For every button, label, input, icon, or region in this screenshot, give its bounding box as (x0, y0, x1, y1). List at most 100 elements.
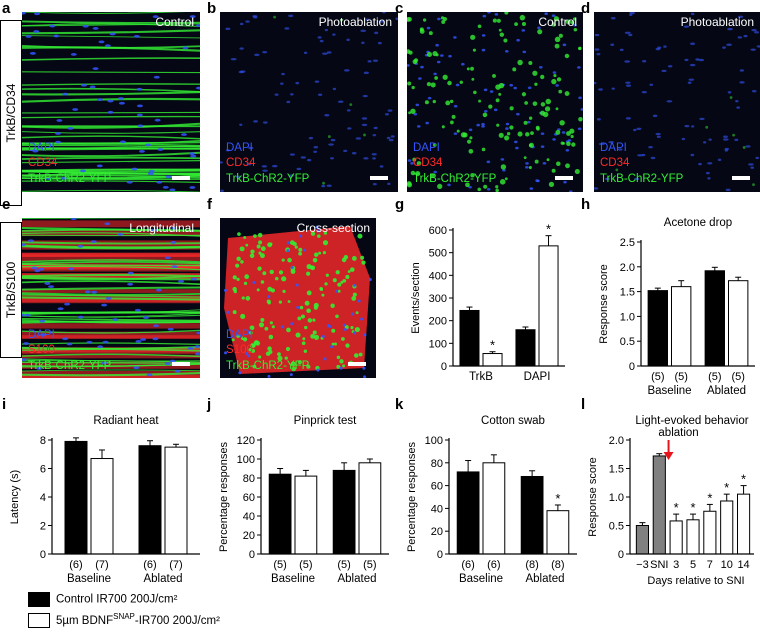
nucleus (360, 29, 367, 33)
nucleus (22, 12, 26, 15)
panel-letter-i: i (2, 396, 7, 413)
nucleus (136, 113, 143, 117)
axon-dot (312, 318, 316, 322)
panel-letter-d: d (581, 0, 591, 17)
nucleus (365, 18, 370, 21)
fiber-green (22, 358, 200, 362)
axon-dot (466, 139, 472, 144)
axon-dot (542, 111, 549, 118)
axon-dot (260, 317, 265, 322)
axon-dot (306, 290, 312, 296)
axon-dot (426, 51, 433, 57)
axon-dot (571, 142, 576, 147)
fiber-red (22, 240, 200, 245)
axon-dot (468, 149, 474, 154)
axon-dot (259, 322, 264, 328)
nucleus (80, 169, 87, 173)
axon-dot (282, 289, 286, 293)
axon-dot (332, 278, 337, 283)
nucleus (187, 346, 194, 350)
axon-dot (354, 327, 360, 333)
nucleus (319, 39, 324, 43)
micrograph-b-scalebar (370, 176, 388, 180)
micrograph-texture (22, 218, 200, 378)
axon-dot (269, 242, 273, 246)
micrograph-d-label-trkb: TrkB-ChR2-YFP (600, 173, 684, 185)
nucleus (195, 86, 200, 90)
fiber-green (22, 57, 200, 61)
axon-dot (521, 21, 527, 27)
micrograph-e-label-trkb: TrkB-ChR2-YFP (28, 360, 112, 372)
fiber-green (22, 135, 200, 140)
nucleus (295, 81, 300, 85)
axon-dot (351, 256, 357, 261)
nucleus (55, 140, 62, 144)
chart-h-title: Acetone drop (664, 217, 732, 229)
axon-dot (572, 17, 577, 21)
nucleus (695, 58, 700, 61)
nucleus (513, 86, 517, 90)
nucleus (619, 48, 624, 52)
nucleus (252, 15, 258, 18)
nucleus (147, 172, 154, 176)
axon-dot (357, 233, 363, 239)
nucleus (343, 69, 350, 72)
fiber-speck (615, 168, 619, 172)
nucleus (468, 185, 472, 189)
nucleus (754, 31, 759, 34)
nucleus (435, 43, 439, 47)
chart-h-bar (704, 270, 726, 367)
fiber-green (22, 122, 200, 129)
axon-dot (558, 33, 563, 38)
axon-dot (333, 342, 338, 346)
axon-dot (410, 170, 416, 176)
axon-dot (428, 31, 433, 36)
chart-g: 0 100 200 300 400 500 600 Events/section * TrkB * D… (410, 222, 565, 383)
axon-dot (258, 240, 263, 245)
chart-h: Acetone drop 0 0.5 1.0 1.5 2.0 2.5 Response sco… (598, 217, 755, 394)
nucleus (527, 86, 532, 90)
micrograph-c-label-trkb: TrkB-ChR2-YFP (413, 173, 497, 185)
nucleus (189, 186, 196, 189)
axon-dot (535, 125, 540, 130)
nucleus (461, 62, 465, 66)
axon-dot (441, 20, 446, 24)
nucleus (707, 162, 713, 165)
nucleus (330, 345, 334, 349)
axon-dot (419, 27, 424, 32)
nucleus (101, 361, 108, 365)
nucleus (189, 15, 196, 18)
nucleus (551, 14, 556, 17)
nucleus (624, 60, 631, 63)
chart-g-bar (538, 245, 559, 367)
axon-dot (548, 181, 555, 188)
chart-h-bar (671, 286, 692, 367)
nucleus (190, 154, 197, 158)
micrograph-e-label-dapi: DAPI (28, 329, 55, 341)
axon-dot (317, 234, 321, 238)
axon-dot (442, 17, 447, 22)
nucleus (357, 299, 361, 303)
chart-k-title: Cotton swab (481, 415, 545, 427)
chart-k-group-label: Baseline (459, 573, 503, 585)
chart-i-y-tick-label: 2 (40, 521, 46, 533)
axon-dot (343, 254, 349, 260)
micrograph-f-label-s100: S100 (226, 344, 253, 356)
chart-h-n-label: (5) (731, 371, 744, 383)
chart-l-y-tick-label: 1.0 (609, 492, 624, 504)
nucleus (155, 288, 162, 292)
nucleus (36, 367, 43, 370)
nucleus (281, 72, 285, 76)
axon-dot (243, 235, 247, 239)
nucleus (151, 228, 158, 232)
nucleus (131, 167, 138, 171)
axon-dot (529, 116, 533, 120)
nucleus (390, 135, 395, 138)
nucleus (379, 165, 384, 168)
nucleus (596, 52, 601, 56)
nucleus (738, 15, 744, 19)
nucleus (299, 234, 303, 238)
nucleus (410, 162, 414, 165)
nucleus (290, 93, 294, 96)
axon-dot (352, 292, 357, 297)
